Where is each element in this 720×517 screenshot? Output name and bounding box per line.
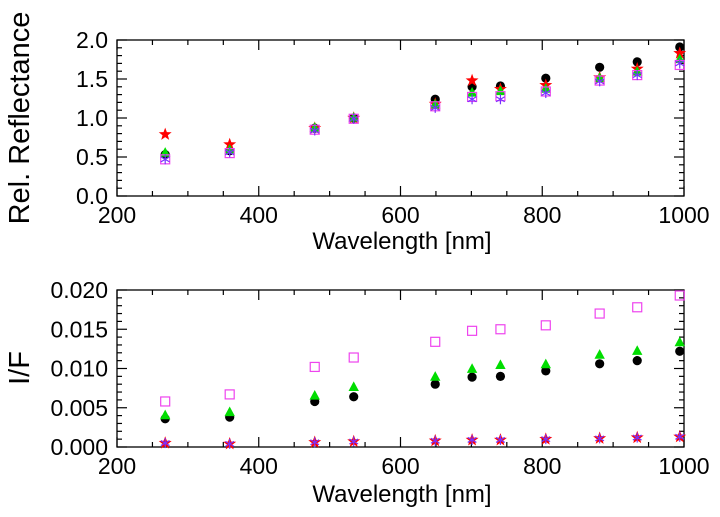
if-panel: 200 400 600 800 1000 0.0000.0050.0100.0150.0…	[4, 277, 710, 508]
if-magenta-squares-point	[309, 361, 320, 373]
reflectance-purple-asterisks-point	[225, 147, 235, 158]
if-magenta-squares-point	[430, 336, 441, 347]
if-purple-asterisks-point	[675, 431, 685, 442]
reflectance-purple-asterisks-point	[310, 125, 320, 136]
if-magenta-squares-point	[632, 302, 643, 313]
if-black-circles-point	[632, 356, 642, 366]
if-black-circles-point	[541, 366, 551, 376]
if-black-circles-point	[675, 346, 685, 356]
x-tick-label: 1000	[658, 202, 709, 228]
if-magenta-squares-point	[160, 396, 171, 407]
if-green-triangles-point	[159, 409, 171, 420]
if-y-ticks: 0.000 0.005 0.010 0.015 0.020	[50, 277, 684, 460]
reflectance-x-ticks: 200 400 600 800 1000	[98, 40, 710, 228]
reflectance-purple-asterisks-point	[541, 88, 551, 99]
if-purple-asterisks-point	[595, 433, 605, 444]
x-tick-label: 600	[381, 453, 419, 479]
if-data-points	[158, 290, 687, 450]
x-tick-label: 200	[98, 202, 136, 228]
y-tick-label: 1.0	[76, 105, 108, 131]
if-green-triangles-point	[594, 349, 605, 359]
if-black-circles-point	[430, 379, 440, 389]
reflectance-black-circles-point	[541, 73, 551, 83]
reflectance-panel: 200 400 600 800 1000 0.0 0.5 1.0 1.5 2.0 Wavelen…	[4, 12, 710, 255]
if-plot-frame	[116, 289, 685, 448]
if-green-triangles-point	[309, 389, 320, 400]
y-tick-label: 0.5	[76, 144, 108, 170]
if-magenta-squares-point	[674, 290, 685, 301]
if-black-circles-point	[467, 372, 477, 382]
if-green-triangles-point	[430, 371, 441, 381]
if-purple-asterisks-point	[310, 437, 320, 448]
if-magenta-squares-point	[224, 389, 235, 400]
if-magenta-squares-point	[594, 308, 605, 319]
reflectance-red-stars-point	[223, 137, 237, 151]
reflectance-y-axis-label: Rel. Reflectance	[4, 12, 36, 225]
x-tick-label: 800	[523, 453, 561, 479]
if-black-circles-point	[495, 371, 506, 381]
y-tick-label: 2.0	[76, 27, 108, 53]
if-purple-asterisks-point	[467, 434, 477, 445]
y-tick-label: 0.015	[50, 316, 108, 342]
if-purple-asterisks-point	[632, 432, 642, 443]
if-purple-asterisks-point	[349, 436, 359, 447]
y-tick-label: 0.005	[50, 395, 108, 421]
reflectance-purple-asterisks-point	[595, 76, 605, 87]
if-magenta-squares-point	[495, 324, 506, 335]
x-tick-label: 400	[240, 202, 278, 228]
if-y-axis-label: I/F	[4, 351, 36, 385]
reflectance-red-stars-point	[158, 127, 172, 140]
reflectance-x-axis-label: Wavelength [nm]	[312, 228, 491, 255]
x-tick-label: 600	[381, 202, 419, 228]
reflectance-black-circles-point	[632, 57, 642, 67]
reflectance-black-circles-point	[595, 62, 605, 72]
reflectance-purple-asterisks-point	[495, 94, 506, 105]
if-black-circles-point	[349, 392, 359, 402]
y-tick-label: 0.0	[76, 183, 108, 209]
if-green-triangles-point	[632, 345, 643, 355]
reflectance-purple-asterisks-point	[675, 58, 685, 69]
if-magenta-squares-point	[466, 325, 478, 336]
y-tick-label: 1.5	[76, 66, 108, 92]
if-black-circles-point	[595, 359, 605, 369]
reflectance-data-points	[158, 42, 687, 165]
reflectance-red-stars-point	[465, 73, 479, 87]
reflectance-purple-asterisks-point	[632, 70, 642, 81]
if-green-triangles-point	[495, 359, 506, 369]
reflectance-purple-asterisks-point	[467, 94, 477, 105]
if-purple-asterisks-point	[541, 434, 551, 445]
if-purple-asterisks-point	[160, 438, 170, 449]
if-x-axis-label: Wavelength [nm]	[312, 481, 491, 508]
reflectance-green-triangles-point	[495, 85, 506, 96]
if-purple-asterisks-point	[495, 434, 506, 445]
x-tick-label: 800	[523, 202, 561, 228]
if-x-ticks: 200 400 600 800 1000	[98, 290, 710, 479]
x-tick-label: 200	[98, 453, 136, 479]
if-magenta-squares-point	[540, 320, 551, 331]
reflectance-y-ticks: 0.0 0.5 1.0 1.5 2.0	[76, 27, 684, 209]
reflectance-purple-asterisks-point	[430, 102, 440, 113]
y-tick-label: 0.000	[50, 434, 108, 460]
reflectance-red-stars-point	[673, 46, 687, 59]
y-tick-label: 0.010	[50, 356, 108, 382]
if-green-triangles-point	[674, 336, 685, 347]
x-tick-label: 1000	[658, 453, 709, 479]
y-tick-label: 0.020	[50, 277, 108, 303]
reflectance-purple-asterisks-point	[349, 113, 359, 124]
if-purple-asterisks-point	[430, 435, 440, 446]
if-green-triangles-point	[540, 358, 551, 369]
x-tick-label: 400	[240, 453, 278, 479]
if-green-triangles-point	[348, 381, 359, 391]
if-green-triangles-point	[466, 363, 478, 373]
if-purple-asterisks-point	[225, 438, 235, 449]
if-magenta-squares-point	[348, 352, 359, 363]
reflectance-green-triangles-point	[540, 83, 551, 93]
if-green-triangles-point	[224, 406, 235, 417]
reflectance-purple-asterisks-point	[160, 154, 170, 165]
